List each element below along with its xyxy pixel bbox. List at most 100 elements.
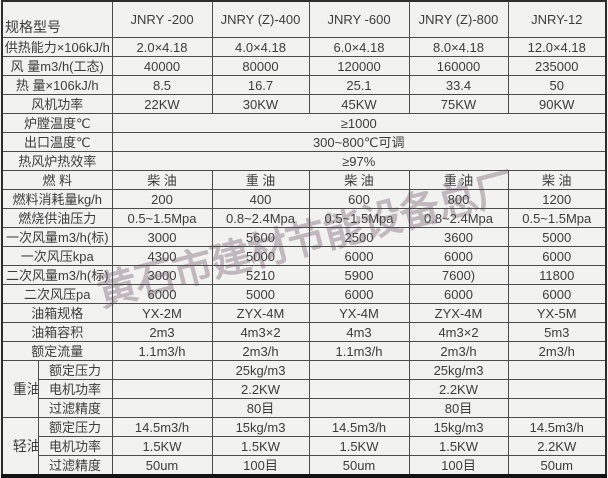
model-header: JNRY -200 — [111, 0, 213, 38]
cell: 4m3×2 — [211, 322, 310, 342]
sub-row-label: 电机功率 — [37, 379, 113, 399]
cell — [111, 379, 213, 399]
cell: 50 — [507, 75, 607, 95]
table-row: 一次风压kpa 4300 5000 6000 6000 6000 — [1, 246, 607, 266]
cell: 8.0×4.18 — [408, 37, 509, 57]
cell: 重 油 — [408, 170, 509, 190]
table-row: 油箱规格 YX-2M ZYX-4M YX-4M ZYX-4M YX-5M — [1, 303, 607, 323]
cell: 1.1m3/h — [308, 341, 410, 361]
cell — [111, 360, 213, 380]
row-label: 一次风压kpa — [1, 246, 113, 266]
cell: 5000 — [211, 284, 310, 304]
cell: 6000 — [507, 246, 607, 266]
cell: 14.5m3/h — [308, 417, 410, 437]
cell: 2.0×4.18 — [111, 37, 213, 57]
cell: 柴 油 — [111, 170, 213, 190]
cell: 6000 — [507, 284, 607, 304]
cell: 16.7 — [211, 75, 310, 95]
sub-row-label: 过滤精度 — [37, 398, 113, 418]
cell: 12.0×4.18 — [507, 37, 607, 57]
cell: 2.2KW — [408, 379, 509, 399]
table-row: 燃料消耗量kg/h 200 400 600 800 1200 — [1, 189, 607, 209]
cell: 15kg/m3 — [211, 417, 310, 437]
row-label: 燃烧供油压力 — [1, 208, 113, 228]
cell: 1.5KW — [111, 436, 213, 456]
sub-row-label: 额定压力 — [37, 360, 113, 380]
cell: YX-4M — [308, 303, 410, 323]
row-label: 热风炉热效率 — [1, 151, 113, 171]
cell: 25kg/m3 — [211, 360, 310, 380]
row-label: 风机功率 — [1, 94, 113, 114]
cell: 3000 — [111, 265, 213, 285]
row-label: 额定流量 — [1, 341, 113, 361]
cell: 1.1m3/h — [111, 341, 213, 361]
cell: 15kg/m3 — [408, 417, 509, 437]
table-row: 二次风量m3/h(标) 3000 5210 5900 7600) 11800 — [1, 265, 607, 285]
cell: 5000 — [211, 246, 310, 266]
cell: 25kg/m3 — [408, 360, 509, 380]
cell: 6000 — [111, 284, 213, 304]
table-row: 燃 料 柴 油 重 油 柴 油 重 油 柴 油 — [1, 170, 607, 190]
cell: 5000 — [507, 227, 607, 247]
cell: 2.2KW — [507, 436, 607, 456]
cell: 11800 — [507, 265, 607, 285]
cell: 2.2KW — [211, 379, 310, 399]
table-row: 二次风压pa 6000 5000 6000 6000 6000 — [1, 284, 607, 304]
row-label: 油箱容积 — [1, 322, 113, 342]
model-header: JNRY (Z)-400 — [211, 0, 310, 38]
row-label: 二次风量m3/h(标) — [1, 265, 113, 285]
group-label-heavy-oil: 重油 — [1, 360, 39, 418]
cell: 400 — [211, 189, 310, 209]
table-row: 额定流量 1.1m3/h 2m3/h 1.1m3/h 2m3/h 2m3/h — [1, 341, 607, 361]
cell: 5600 — [211, 227, 310, 247]
cell: 0.5~1.5Mpa — [507, 208, 607, 228]
model-header: JNRY (Z)-800 — [408, 0, 509, 38]
cell: 1.5KW — [408, 436, 509, 456]
table-row: 供热能力×106kJ/h 2.0×4.18 4.0×4.18 6.0×4.18 … — [1, 37, 607, 57]
cell: 90KW — [507, 94, 607, 114]
cell: 5210 — [211, 265, 310, 285]
table-header-row: 规格型号 JNRY -200 JNRY (Z)-400 JNRY -600 JN… — [1, 0, 607, 38]
cell: 14.5m3/h — [111, 417, 213, 437]
model-header: JNRY-12 — [507, 0, 607, 38]
cell — [111, 398, 213, 418]
cell: 40000 — [111, 56, 213, 76]
cell: 3600 — [408, 227, 509, 247]
table-row: 风机功率 22KW 30KW 45KW 75KW 90KW — [1, 94, 607, 114]
table-row: 过滤精度 80目 80目 — [2, 398, 607, 418]
cell: 2m3/h — [408, 341, 509, 361]
cell: 4m3×2 — [408, 322, 509, 342]
cell: 45KW — [308, 94, 410, 114]
cell — [308, 360, 410, 380]
cell: 80000 — [211, 56, 310, 76]
cell: 1.5KW — [308, 436, 410, 456]
cell — [308, 398, 410, 418]
cell: 50um — [308, 455, 410, 478]
corner-header: 规格型号 — [1, 0, 113, 38]
span-cell: ≥97% — [111, 151, 607, 171]
table-row: 过滤精度 50um 100目 50um 100目 50um — [2, 455, 607, 478]
cell: 3000 — [111, 227, 213, 247]
span-cell: ≥1000 — [111, 113, 607, 133]
table-row: 电机功率 2.2KW 2.2KW — [2, 379, 607, 399]
cell: ZYX-4M — [211, 303, 310, 323]
cell: 0.8~2.4Mpa — [211, 208, 310, 228]
cell: 柴 油 — [507, 170, 607, 190]
cell: 柴 油 — [308, 170, 410, 190]
cell: 33.4 — [408, 75, 509, 95]
cell: 4.0×4.18 — [211, 37, 310, 57]
row-label: 一次风量m3/h(标) — [1, 227, 113, 247]
table-row: 炉膛温度℃ ≥1000 — [1, 113, 607, 133]
cell: 75KW — [408, 94, 509, 114]
table-row: 热风炉热效率 ≥97% — [1, 151, 607, 171]
cell: 6000 — [308, 284, 410, 304]
sub-row-label: 过滤精度 — [37, 455, 113, 478]
sub-row-label: 额定压力 — [37, 417, 113, 437]
row-label: 油箱规格 — [1, 303, 113, 323]
cell: 80目 — [211, 398, 310, 418]
cell: 4300 — [111, 246, 213, 266]
cell: 200 — [111, 189, 213, 209]
cell: 14.5m3/h — [507, 417, 607, 437]
cell: 50um — [111, 455, 213, 478]
